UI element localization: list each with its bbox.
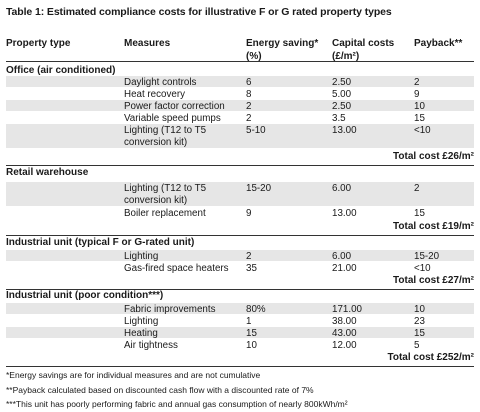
payback-cell: 15-20 [414, 251, 440, 262]
table-row: Air tightness 10 12.00 5 [6, 339, 474, 351]
header-capital-costs-unit: (£/m²) [332, 51, 360, 62]
table-row: Lighting (T12 to T5 conversion kit) 15-20… [6, 182, 474, 206]
table-row: Lighting 2 6.00 15-20 [6, 250, 474, 262]
payback-cell: 10 [414, 304, 425, 315]
section-divider [6, 235, 474, 236]
table-row: Boiler replacement 9 13.00 15 [6, 207, 474, 219]
measure-cell: Boiler replacement [124, 208, 206, 219]
capital-cost-cell: 5.00 [332, 89, 352, 100]
table-row: Power factor correction 2 2.50 10 [6, 100, 474, 112]
energy-saving-cell: 80% [246, 304, 266, 315]
section-total: Total cost £19/m² [393, 221, 474, 232]
payback-cell: <10 [414, 125, 431, 136]
table-row: Variable speed pumps 2 3.5 15 [6, 112, 474, 124]
measure-cell: Lighting (T12 to T5 conversion kit) [124, 125, 207, 148]
energy-saving-cell: 1 [246, 316, 252, 327]
section-divider [6, 165, 474, 166]
header-energy-saving-unit: (%) [246, 51, 262, 62]
header-energy-saving-label: Energy saving* [246, 38, 319, 49]
payback-cell: <10 [414, 263, 431, 274]
energy-saving-cell: 35 [246, 263, 257, 274]
energy-saving-cell: 8 [246, 89, 252, 100]
header-payback: Payback** [414, 38, 463, 49]
energy-saving-cell: 15 [246, 328, 257, 339]
footnote-2: **Payback calculated based on discounted… [6, 385, 314, 395]
energy-saving-cell: 10 [246, 340, 257, 351]
footnote-3: ***This unit has poorly performing fabri… [6, 399, 348, 409]
section-heading: Industrial unit (poor condition***) [6, 290, 164, 301]
payback-cell: 9 [414, 89, 420, 100]
payback-cell: 23 [414, 316, 425, 327]
measure-cell: Variable speed pumps [124, 113, 221, 124]
header-capital-costs: Capital costs (£/m²) [332, 37, 394, 63]
measure-cell: Air tightness [124, 340, 178, 351]
header-divider [6, 61, 474, 62]
measure-cell: Gas-fired space heaters [124, 263, 229, 274]
footnote-1: *Energy savings are for individual measu… [6, 370, 261, 380]
capital-cost-cell: 12.00 [332, 340, 357, 351]
section-total: Total cost £27/m² [393, 275, 474, 286]
header-measures: Measures [124, 38, 171, 49]
energy-saving-cell: 6 [246, 77, 252, 88]
table-row: Heating 15 43.00 15 [6, 327, 474, 339]
energy-saving-cell: 2 [246, 113, 252, 124]
payback-cell: 15 [414, 328, 425, 339]
capital-cost-cell: 6.00 [332, 183, 352, 194]
capital-cost-cell: 2.50 [332, 77, 352, 88]
header-property-type: Property type [6, 38, 71, 49]
table-title: Table 1: Estimated compliance costs for … [6, 6, 392, 18]
section-divider [6, 289, 474, 290]
table-row: Daylight controls 6 2.50 2 [6, 76, 474, 88]
header-energy-saving: Energy saving* (%) [246, 37, 318, 63]
payback-cell: 2 [414, 183, 420, 194]
section-heading: Industrial unit (typical F or G-rated un… [6, 237, 195, 248]
payback-cell: 15 [414, 208, 425, 219]
section-total: Total cost £252/m² [387, 352, 474, 363]
measure-cell: Lighting [124, 316, 159, 327]
capital-cost-cell: 171.00 [332, 304, 362, 315]
table-row: Fabric improvements 80% 171.00 10 [6, 303, 474, 315]
energy-saving-cell: 2 [246, 101, 252, 112]
section-heading: Retail warehouse [6, 167, 89, 178]
capital-cost-cell: 38.00 [332, 316, 357, 327]
measure-cell: Lighting [124, 251, 159, 262]
capital-cost-cell: 13.00 [332, 208, 357, 219]
payback-cell: 2 [414, 77, 420, 88]
measure-cell: Power factor correction [124, 101, 225, 112]
capital-cost-cell: 3.5 [332, 113, 346, 124]
payback-cell: 10 [414, 101, 425, 112]
measure-cell: Lighting (T12 to T5 conversion kit) [124, 183, 207, 206]
energy-saving-cell: 2 [246, 251, 252, 262]
measure-cell: Daylight controls [124, 77, 197, 88]
table-row: Lighting 1 38.00 23 [6, 315, 474, 327]
table-row: Lighting (T12 to T5 conversion kit) 5-10 1… [6, 124, 474, 148]
payback-cell: 15 [414, 113, 425, 124]
capital-cost-cell: 21.00 [332, 263, 357, 274]
energy-saving-cell: 5-10 [246, 125, 266, 136]
measure-cell: Heat recovery [124, 89, 185, 100]
energy-saving-cell: 15-20 [246, 183, 272, 194]
capital-cost-cell: 2.50 [332, 101, 352, 112]
section-heading: Office (air conditioned) [6, 65, 116, 76]
energy-saving-cell: 9 [246, 208, 252, 219]
section-divider [6, 366, 474, 367]
measure-cell: Heating [124, 328, 158, 339]
section-total: Total cost £26/m² [393, 151, 474, 162]
capital-cost-cell: 13.00 [332, 125, 357, 136]
table-row: Heat recovery 8 5.00 9 [6, 88, 474, 100]
payback-cell: 5 [414, 340, 420, 351]
capital-cost-cell: 43.00 [332, 328, 357, 339]
header-capital-costs-label: Capital costs [332, 38, 395, 49]
table-row: Gas-fired space heaters 35 21.00 <10 [6, 262, 474, 274]
measure-cell: Fabric improvements [124, 304, 216, 315]
capital-cost-cell: 6.00 [332, 251, 352, 262]
